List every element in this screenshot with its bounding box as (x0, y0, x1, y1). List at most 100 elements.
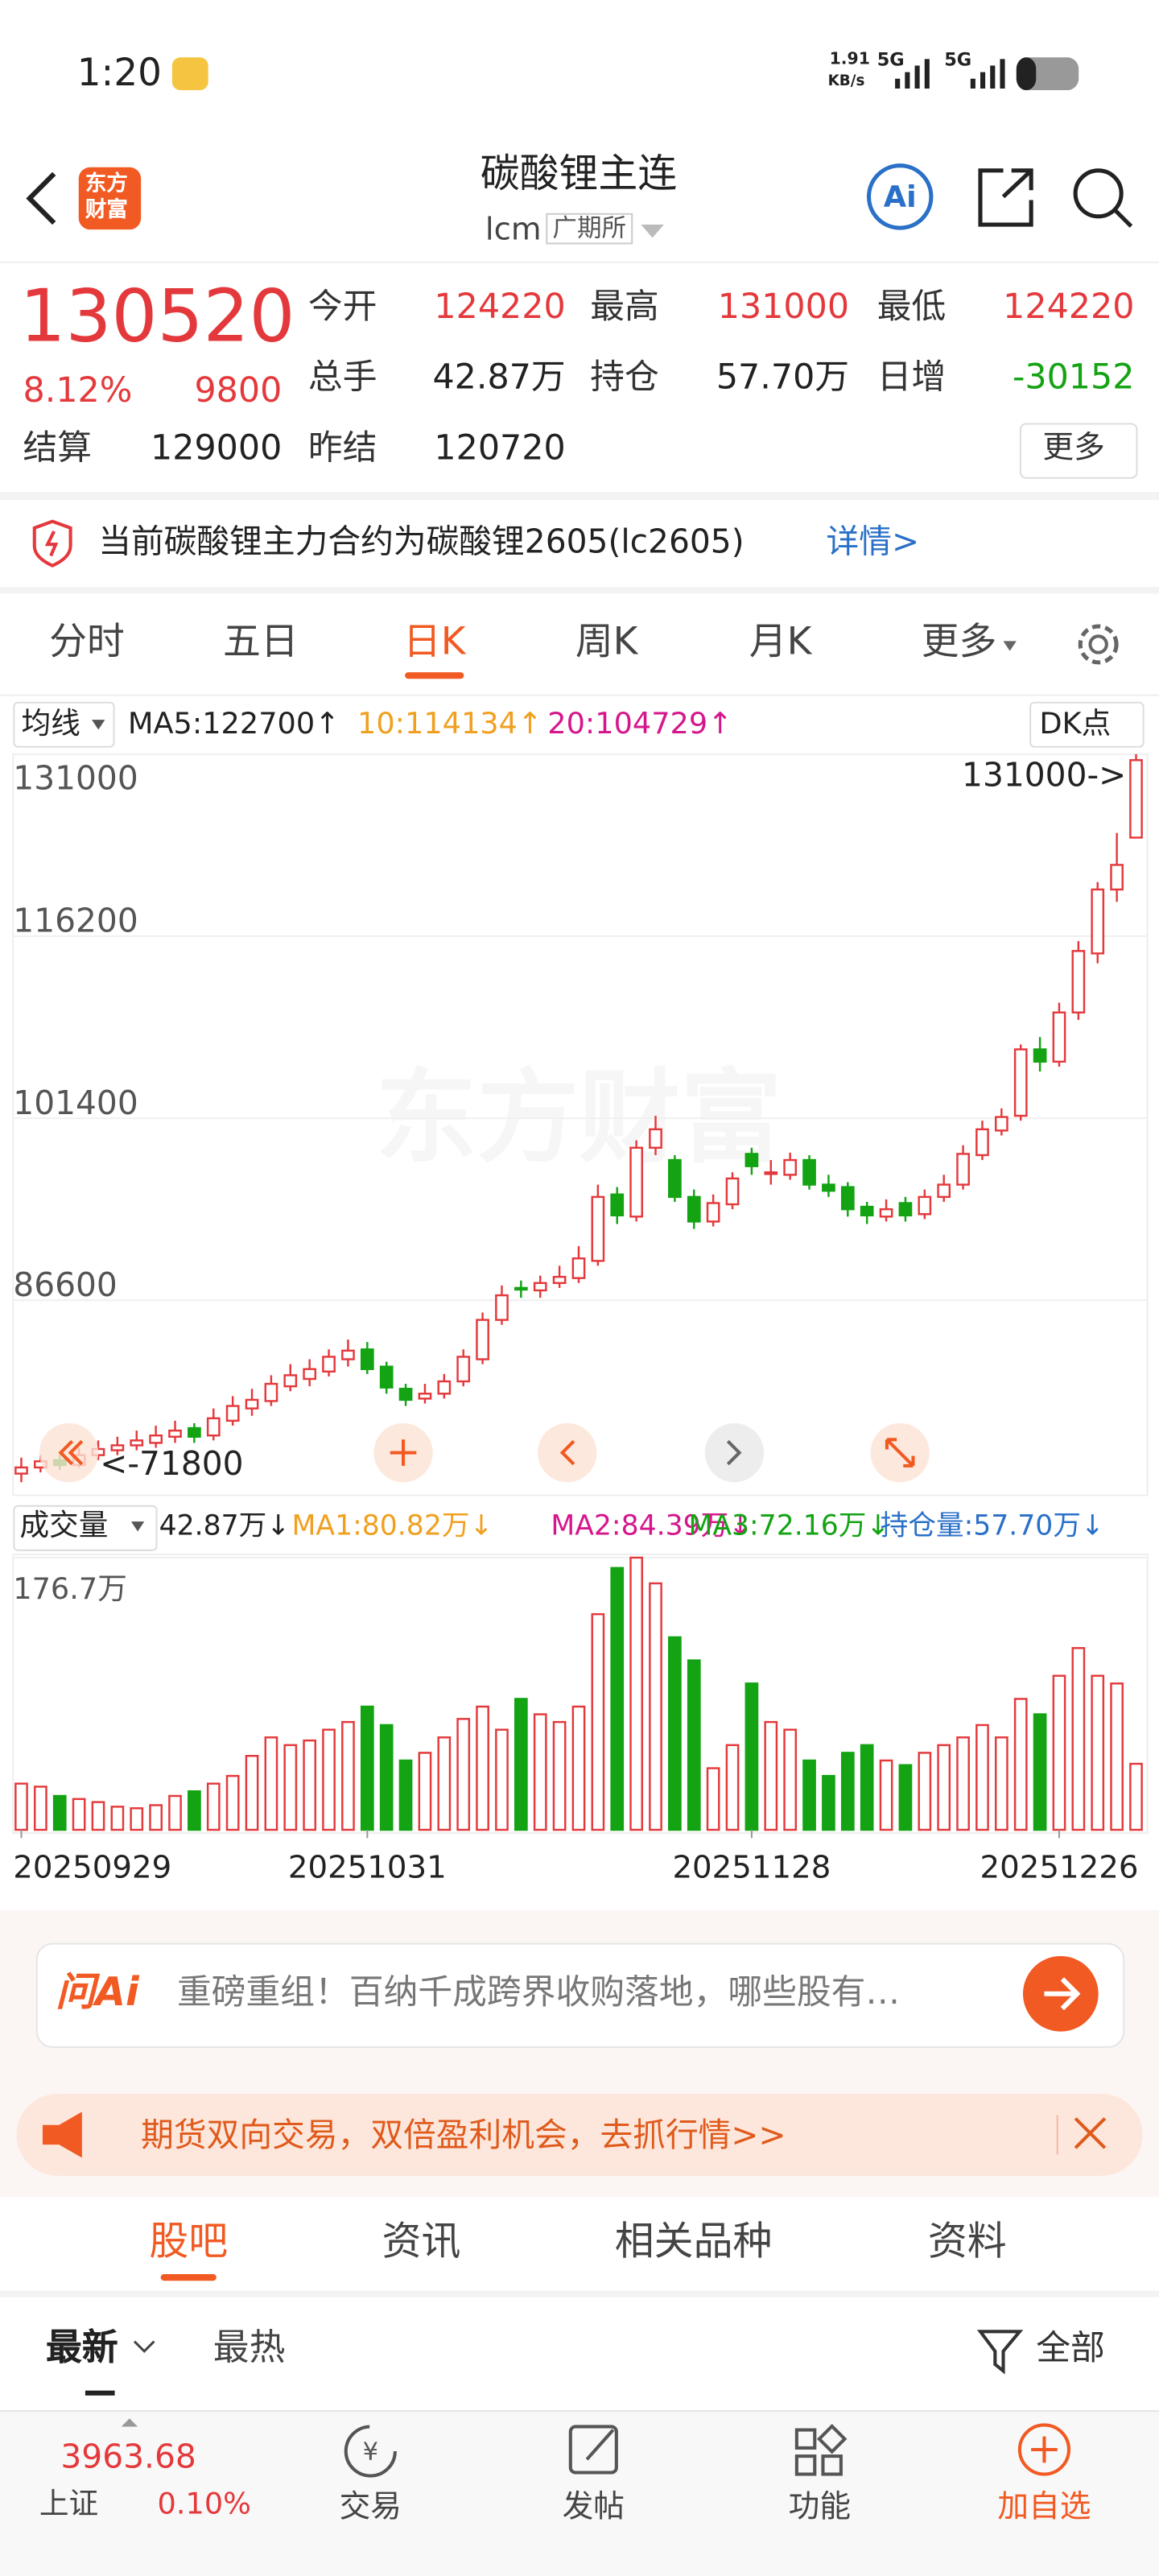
volume-bar (52, 1794, 67, 1831)
volume-bar (552, 1720, 567, 1831)
period-tab[interactable]: 更多 (921, 621, 997, 664)
volume-bar (1033, 1713, 1047, 1831)
nav-item[interactable]: 功能 (788, 2488, 852, 2525)
volume-bar (706, 1767, 720, 1831)
change-pct: 8.12% (23, 370, 133, 411)
index-change: 0.10% (157, 2487, 252, 2522)
candle-body (188, 1426, 201, 1438)
field-label: 日增 (876, 357, 947, 397)
candle-body (264, 1382, 278, 1402)
candle-body (456, 1356, 471, 1383)
candle-body (668, 1158, 682, 1199)
icon (559, 1439, 575, 1466)
ai-box[interactable] (35, 1942, 1125, 2048)
volume-bar (514, 1698, 528, 1831)
filter-all[interactable]: 全部 (1036, 2328, 1105, 2368)
period-tab[interactable]: 日K (402, 621, 466, 664)
volume-bar (918, 1752, 932, 1831)
candle-body (495, 1294, 509, 1321)
y-tick-label: 131000 (13, 759, 138, 798)
candle-body (168, 1429, 182, 1438)
sub-tab[interactable]: 资料 (927, 2218, 1007, 2264)
indicator-select[interactable] (13, 701, 115, 748)
volume-bar (1091, 1674, 1105, 1831)
ai-button[interactable] (866, 163, 934, 230)
change: 9800 (194, 370, 283, 411)
logo-text: 东方 (85, 171, 128, 197)
candle-body (514, 1286, 528, 1291)
share-button[interactable] (978, 168, 1033, 227)
field-value: 129000 (151, 427, 283, 468)
sub-tab[interactable]: 相关品种 (614, 2218, 773, 2264)
settings-button[interactable] (1078, 624, 1119, 665)
next-button[interactable] (704, 1422, 765, 1483)
period-tab[interactable]: 周K (575, 621, 638, 664)
volume-bar (225, 1774, 240, 1831)
indicator-label: 均线 (21, 706, 80, 741)
period-tab[interactable]: 月K (749, 621, 812, 664)
search-icon (1113, 208, 1133, 228)
volume-bar (533, 1713, 547, 1831)
field-label: 最低 (876, 287, 947, 327)
nav-item[interactable]: 交易 (339, 2488, 402, 2525)
prev-button[interactable] (538, 1422, 597, 1483)
filter-latest[interactable]: 最新 (46, 2328, 118, 2370)
nav-item[interactable]: 加自选 (997, 2488, 1091, 2525)
volume-bar (687, 1659, 701, 1831)
dropdown-icon (92, 720, 105, 730)
period-tab[interactable]: 五日 (223, 621, 299, 664)
candle-body (322, 1356, 336, 1373)
filter-icon (976, 2330, 1024, 2375)
volume-bar (975, 1724, 989, 1831)
ma-legend: MA5:122700↑ (128, 706, 340, 741)
notice-link[interactable]: 详情> (826, 521, 920, 561)
icon (585, 2429, 615, 2461)
volume-select[interactable] (13, 1505, 158, 1551)
min-label: <-71800 (100, 1444, 243, 1483)
y-tick-label: 176.7万 (13, 1571, 127, 1606)
candle-body (649, 1128, 662, 1149)
index-value: 3963.68 (60, 2436, 196, 2476)
notice-text: 当前碳酸锂主力合约为碳酸锂2605(lc2605) (98, 521, 744, 561)
volume-bar (956, 1736, 970, 1831)
candle-body (437, 1380, 452, 1395)
candle-body (994, 1116, 1008, 1132)
settings-icon (1088, 634, 1108, 654)
banner[interactable] (16, 2093, 1143, 2176)
banner-text[interactable]: 期货双向交易，双倍盈利机会，去抓行情>> (141, 2115, 786, 2155)
candle-body (822, 1183, 835, 1192)
dropdown-icon (641, 225, 664, 238)
candle-body (629, 1146, 643, 1218)
filter-hot[interactable]: 最热 (212, 2328, 286, 2370)
volume-bar (322, 1728, 336, 1831)
sub-tab[interactable]: 资讯 (382, 2218, 461, 2264)
volume-bar (649, 1582, 662, 1831)
volume-bar (303, 1739, 317, 1831)
signal-select[interactable] (1029, 701, 1145, 748)
volume-legend: 42.87万↓ (159, 1509, 291, 1542)
back-button[interactable] (26, 171, 56, 225)
icon (1031, 2436, 1058, 2463)
volume-bar (1110, 1682, 1124, 1831)
volume-legend: MA3:72.16万↓ (688, 1509, 889, 1542)
search-button[interactable] (1073, 168, 1124, 219)
nav-item[interactable]: 发帖 (562, 2488, 625, 2525)
y-tick-label: 86600 (13, 1265, 118, 1304)
tab-underline (160, 2274, 217, 2281)
ai-prompt[interactable]: 重磅重组！百纳千成跨界收购落地，哪些股有… (176, 1972, 901, 2013)
chart-controls (39, 1422, 930, 1483)
more-button[interactable] (1019, 423, 1138, 479)
volume-bar (245, 1755, 259, 1831)
field-label: 结算 (23, 427, 93, 468)
volume-bar (860, 1744, 874, 1831)
candle-body (591, 1195, 605, 1262)
dropdown-icon (130, 1521, 145, 1532)
sub-tab[interactable]: 股吧 (149, 2218, 229, 2264)
volume-bar (456, 1718, 471, 1831)
logo[interactable] (78, 167, 142, 230)
more-button-label[interactable]: 更多 (1042, 429, 1105, 466)
banner-close[interactable] (1074, 2117, 1107, 2149)
period-tab[interactable]: 分时 (49, 621, 125, 664)
